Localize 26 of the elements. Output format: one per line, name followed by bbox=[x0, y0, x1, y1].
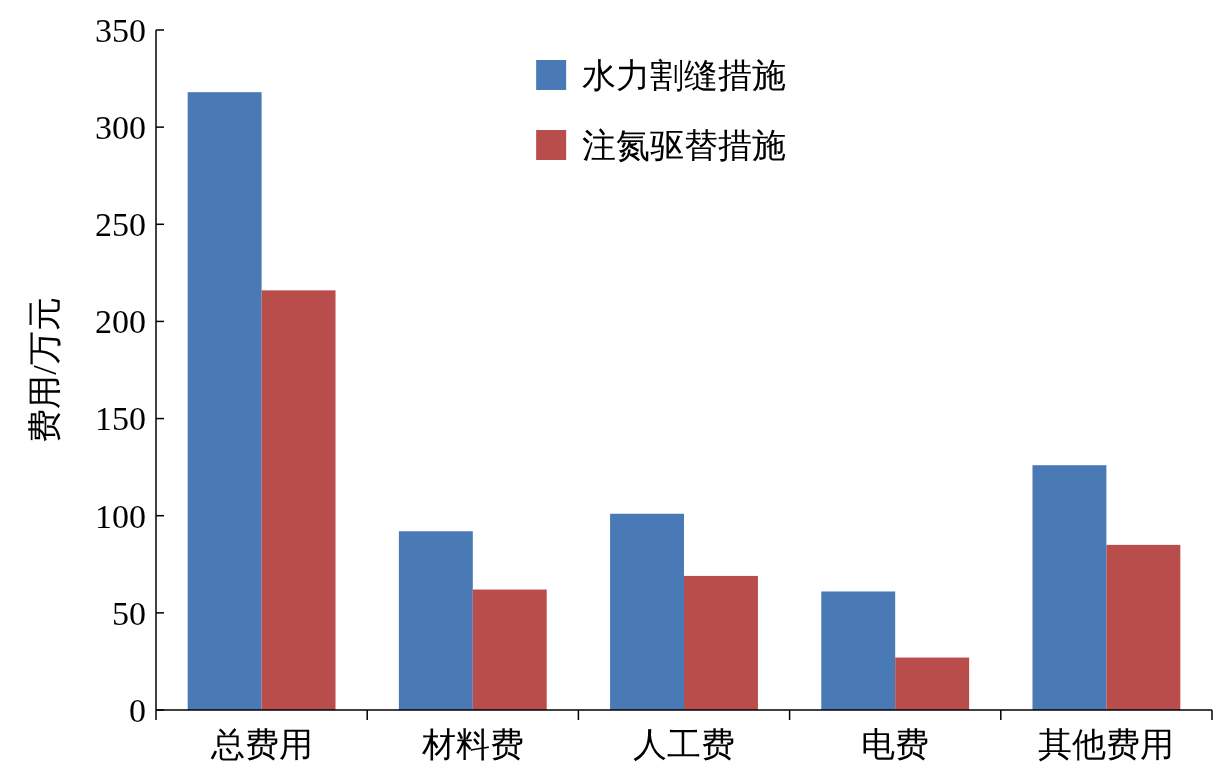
y-tick-label: 50 bbox=[112, 594, 146, 632]
y-axis-title: 费用/万元 bbox=[25, 297, 63, 443]
bar bbox=[472, 589, 547, 710]
bar bbox=[1106, 544, 1181, 710]
x-tick-label: 其他费用 bbox=[1038, 726, 1175, 763]
x-tick-label: 人工费 bbox=[633, 726, 735, 763]
bar bbox=[821, 591, 896, 710]
bar bbox=[1032, 465, 1107, 710]
legend-label: 注氮驱替措施 bbox=[582, 126, 787, 164]
y-tick-label: 250 bbox=[95, 206, 146, 244]
x-tick-label: 总费用 bbox=[209, 726, 313, 763]
x-tick-label: 材料费 bbox=[420, 726, 524, 763]
bar bbox=[610, 513, 684, 710]
y-tick-label: 150 bbox=[95, 400, 146, 438]
bar bbox=[684, 575, 758, 710]
y-tick-label: 300 bbox=[95, 109, 146, 147]
legend-label: 水力割缝措施 bbox=[582, 56, 787, 94]
bar bbox=[895, 657, 970, 710]
y-tick-label: 350 bbox=[95, 11, 146, 49]
bar bbox=[261, 290, 336, 710]
y-tick-label: 0 bbox=[129, 691, 146, 729]
bar bbox=[398, 531, 473, 710]
x-tick-label: 电费 bbox=[861, 726, 930, 763]
y-tick-label: 100 bbox=[95, 497, 146, 535]
bar bbox=[187, 92, 262, 710]
y-tick-label: 200 bbox=[95, 303, 146, 341]
